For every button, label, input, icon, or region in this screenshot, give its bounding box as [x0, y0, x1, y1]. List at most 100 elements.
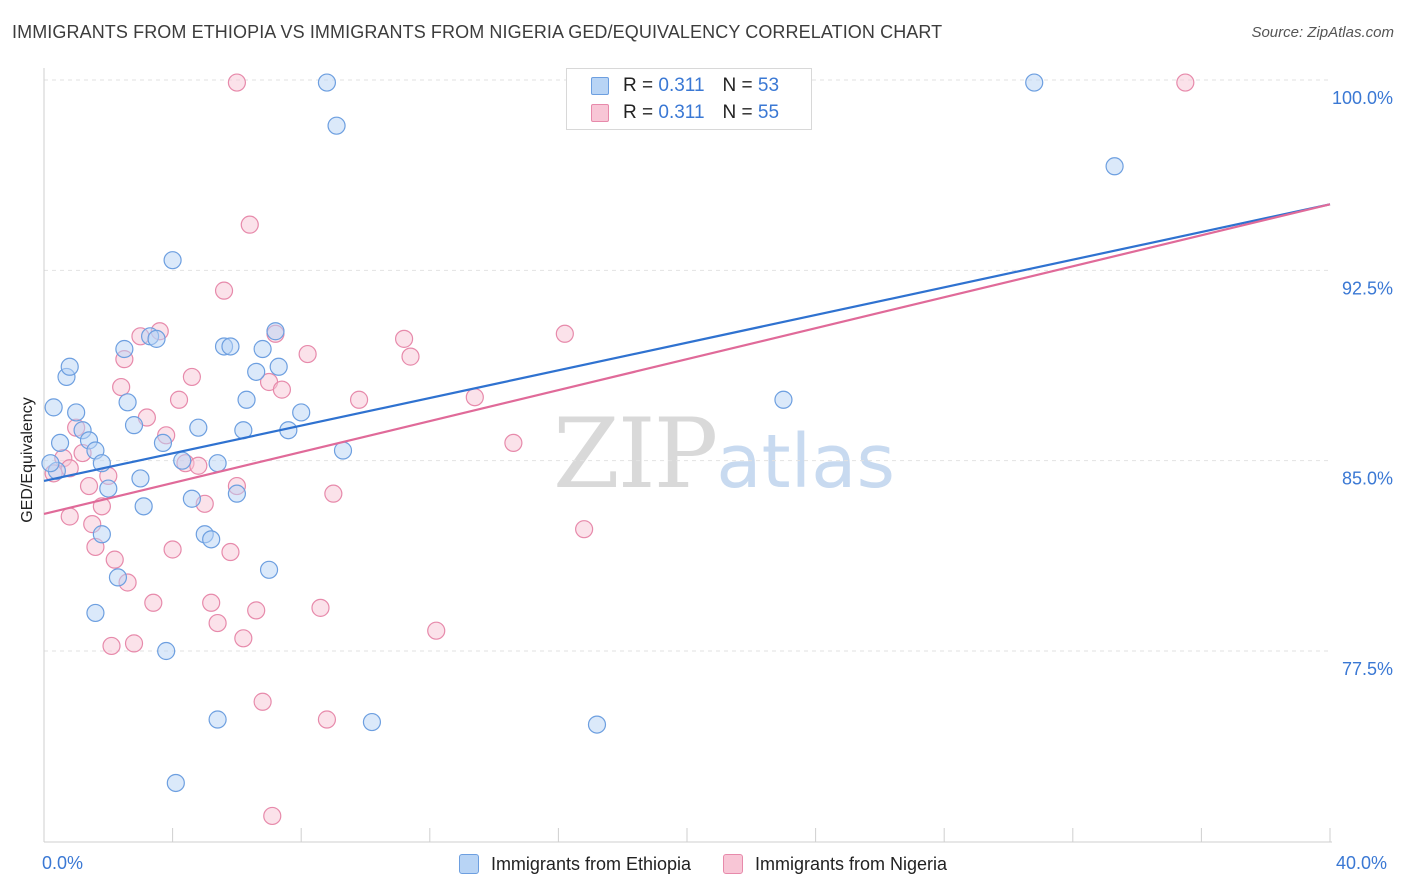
- x-tick-label-min: 0.0%: [42, 853, 84, 873]
- ethiopia-point: [317, 73, 337, 92]
- y-tick-label: 100.0%: [1332, 88, 1393, 108]
- ethiopia-point: [44, 398, 63, 417]
- ethiopia-point: [189, 418, 208, 437]
- ethiopia-point: [1105, 157, 1124, 176]
- ethiopia-point: [208, 454, 227, 473]
- nigeria-point: [575, 520, 594, 539]
- watermark-zip: ZIP: [553, 398, 718, 510]
- ethiopia-point: [208, 710, 227, 729]
- nigeria-point: [317, 710, 337, 729]
- legend-item-nigeria: Immigrants from Nigeria: [723, 854, 947, 875]
- ethiopia-point: [333, 441, 353, 460]
- nigeria-point: [504, 433, 523, 453]
- nigeria-point: [324, 484, 343, 503]
- ethiopia-point: [115, 339, 134, 359]
- ethiopia-point: [147, 329, 166, 348]
- nigeria-point: [182, 367, 201, 387]
- r-label: R =: [623, 102, 654, 123]
- nigeria-point: [298, 344, 317, 364]
- ethiopia-point: [1025, 73, 1044, 92]
- ethiopia-point: [134, 497, 153, 516]
- ethiopia-point: [292, 403, 311, 422]
- nigeria-point: [169, 390, 189, 409]
- nigeria-point: [427, 621, 446, 640]
- ethiopia-point: [124, 416, 144, 435]
- n-label: N =: [722, 102, 753, 123]
- ethiopia-point: [166, 773, 185, 793]
- nigeria-point: [221, 542, 240, 562]
- correlation-legend: R = 0.311 N = 53 R = 0.311 N = 55: [566, 68, 812, 130]
- nigeria-legend-swatch: [723, 854, 744, 874]
- axes: [43, 68, 1332, 843]
- ethiopia-point: [774, 390, 793, 409]
- legend-item-ethiopia: Immigrants from Ethiopia: [458, 853, 692, 875]
- y-tick-label: 85.0%: [1342, 469, 1393, 489]
- ethiopia-point: [266, 322, 285, 341]
- ethiopia-point: [60, 357, 79, 376]
- ethiopia-point: [41, 454, 60, 473]
- legend-row-nigeria: R = 0.311 N = 55: [591, 101, 779, 125]
- nigeria-point: [214, 281, 234, 300]
- y-tick-labels: 77.5% 85.0% 92.5% 100.0%: [1332, 88, 1393, 679]
- ethiopia-point: [118, 393, 137, 412]
- nigeria-point: [240, 215, 259, 234]
- x-tick-label-max: 40.0%: [1336, 853, 1388, 873]
- nigeria-point: [202, 593, 221, 612]
- ethiopia-point: [108, 568, 128, 587]
- nigeria-point: [263, 806, 282, 826]
- legend-label-ethiopia: Immigrants from Ethiopia: [490, 853, 692, 874]
- y-tick-label: 77.5%: [1342, 659, 1393, 679]
- ethiopia-point: [259, 560, 279, 579]
- chart-title: IMMIGRANTS FROM ETHIOPIA VS IMMIGRANTS F…: [12, 22, 943, 42]
- ethiopia-point: [221, 337, 240, 356]
- ethiopia-point: [362, 712, 382, 732]
- nigeria-point: [227, 73, 246, 92]
- nigeria-point: [163, 540, 182, 559]
- nigeria-point: [189, 456, 208, 475]
- ethiopia-points: [41, 73, 1124, 793]
- ethiopia-point: [99, 479, 118, 498]
- nigeria-point: [349, 390, 369, 409]
- nigeria-point: [79, 476, 99, 496]
- ethiopia-point: [202, 530, 221, 549]
- ethiopia-point: [67, 403, 86, 422]
- nigeria-point: [247, 601, 266, 620]
- legend-label-nigeria: Immigrants from Nigeria: [755, 853, 948, 874]
- nigeria-point: [1176, 73, 1195, 92]
- ethiopia-point: [327, 116, 346, 135]
- nigeria-point: [401, 347, 420, 366]
- ethiopia-point: [86, 603, 105, 623]
- ethiopia-point: [153, 433, 173, 453]
- ethiopia-point: [92, 525, 111, 544]
- r-value: 0.311: [658, 102, 705, 123]
- nigeria-points: [44, 73, 1195, 826]
- nigeria-point: [465, 388, 484, 407]
- nigeria-swatch: [591, 104, 609, 122]
- nigeria-point: [112, 377, 131, 397]
- r-value: 0.311: [658, 75, 705, 96]
- r-label: R =: [623, 75, 654, 96]
- nigeria-point: [60, 507, 79, 526]
- watermark: ZIPatlas: [553, 398, 895, 510]
- nigeria-point: [102, 636, 121, 656]
- nigeria-trend-line: [43, 203, 1331, 516]
- series-legend: Immigrants from Ethiopia Immigrants from…: [0, 852, 1406, 876]
- ethiopia-point: [587, 715, 607, 734]
- ethiopia-point: [50, 433, 70, 453]
- ethiopia-point: [269, 357, 288, 376]
- ethiopia-point: [131, 469, 150, 488]
- grid-lines: [44, 79, 1330, 652]
- source-credit: Source: ZipAtlas.com: [1251, 24, 1394, 41]
- nigeria-point: [272, 380, 292, 399]
- nigeria-point: [394, 329, 414, 348]
- n-value: 53: [757, 75, 780, 96]
- watermark-atlas: atlas: [716, 419, 896, 505]
- nigeria-point: [555, 324, 574, 343]
- ethiopia-point: [173, 451, 192, 470]
- ethiopia-trend-line: [43, 203, 1331, 483]
- nigeria-point: [208, 613, 227, 633]
- nigeria-point: [124, 634, 144, 653]
- ethiopia-point: [253, 339, 272, 359]
- ethiopia-point: [247, 362, 266, 381]
